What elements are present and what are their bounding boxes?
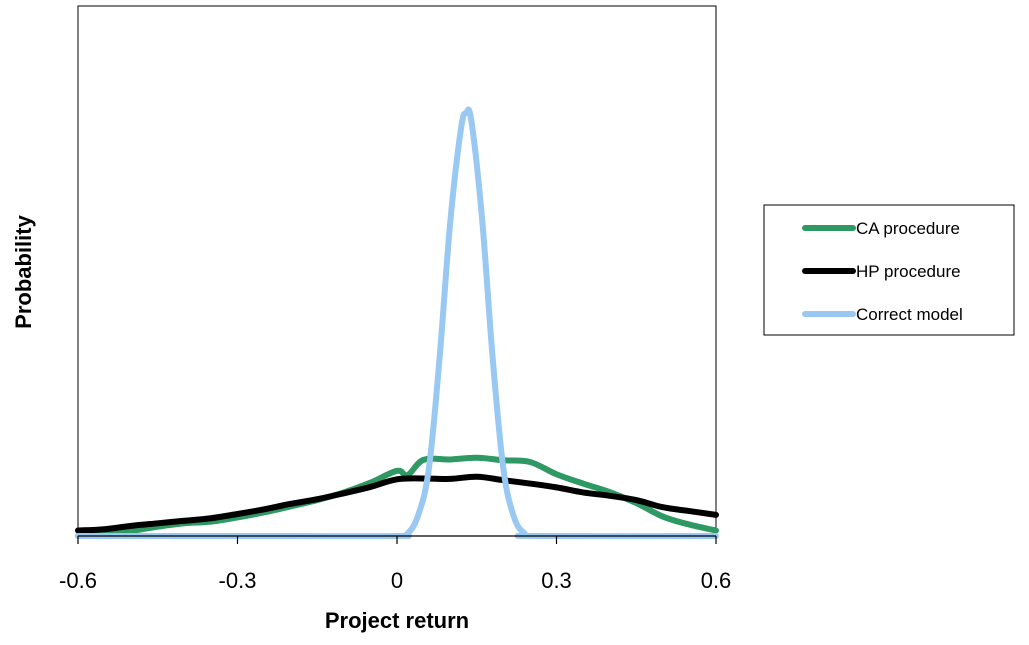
legend-items: CA procedure HP procedure Correct model (802, 219, 963, 324)
x-tick-label: -0.6 (59, 568, 97, 593)
x-tick-label: 0.6 (701, 568, 732, 593)
legend-label-ca-procedure: CA procedure (856, 219, 960, 238)
legend: CA procedure HP procedure Correct model (763, 204, 1015, 336)
legend-label-hp-procedure: HP procedure (856, 262, 961, 281)
x-tick-label: -0.3 (219, 568, 257, 593)
x-ticks: -0.6 -0.3 0 0.3 0.6 (59, 536, 731, 593)
series-line-hp-procedure (75, 473, 719, 534)
y-axis-title: Probability (11, 214, 36, 328)
series-layer (75, 106, 719, 540)
plot-area-frame (77, 5, 717, 537)
x-tick-label: 0 (391, 568, 403, 593)
x-tick-label: 0.3 (541, 568, 572, 593)
x-axis-title: Project return (325, 608, 469, 633)
legend-label-correct-model: Correct model (856, 305, 963, 324)
